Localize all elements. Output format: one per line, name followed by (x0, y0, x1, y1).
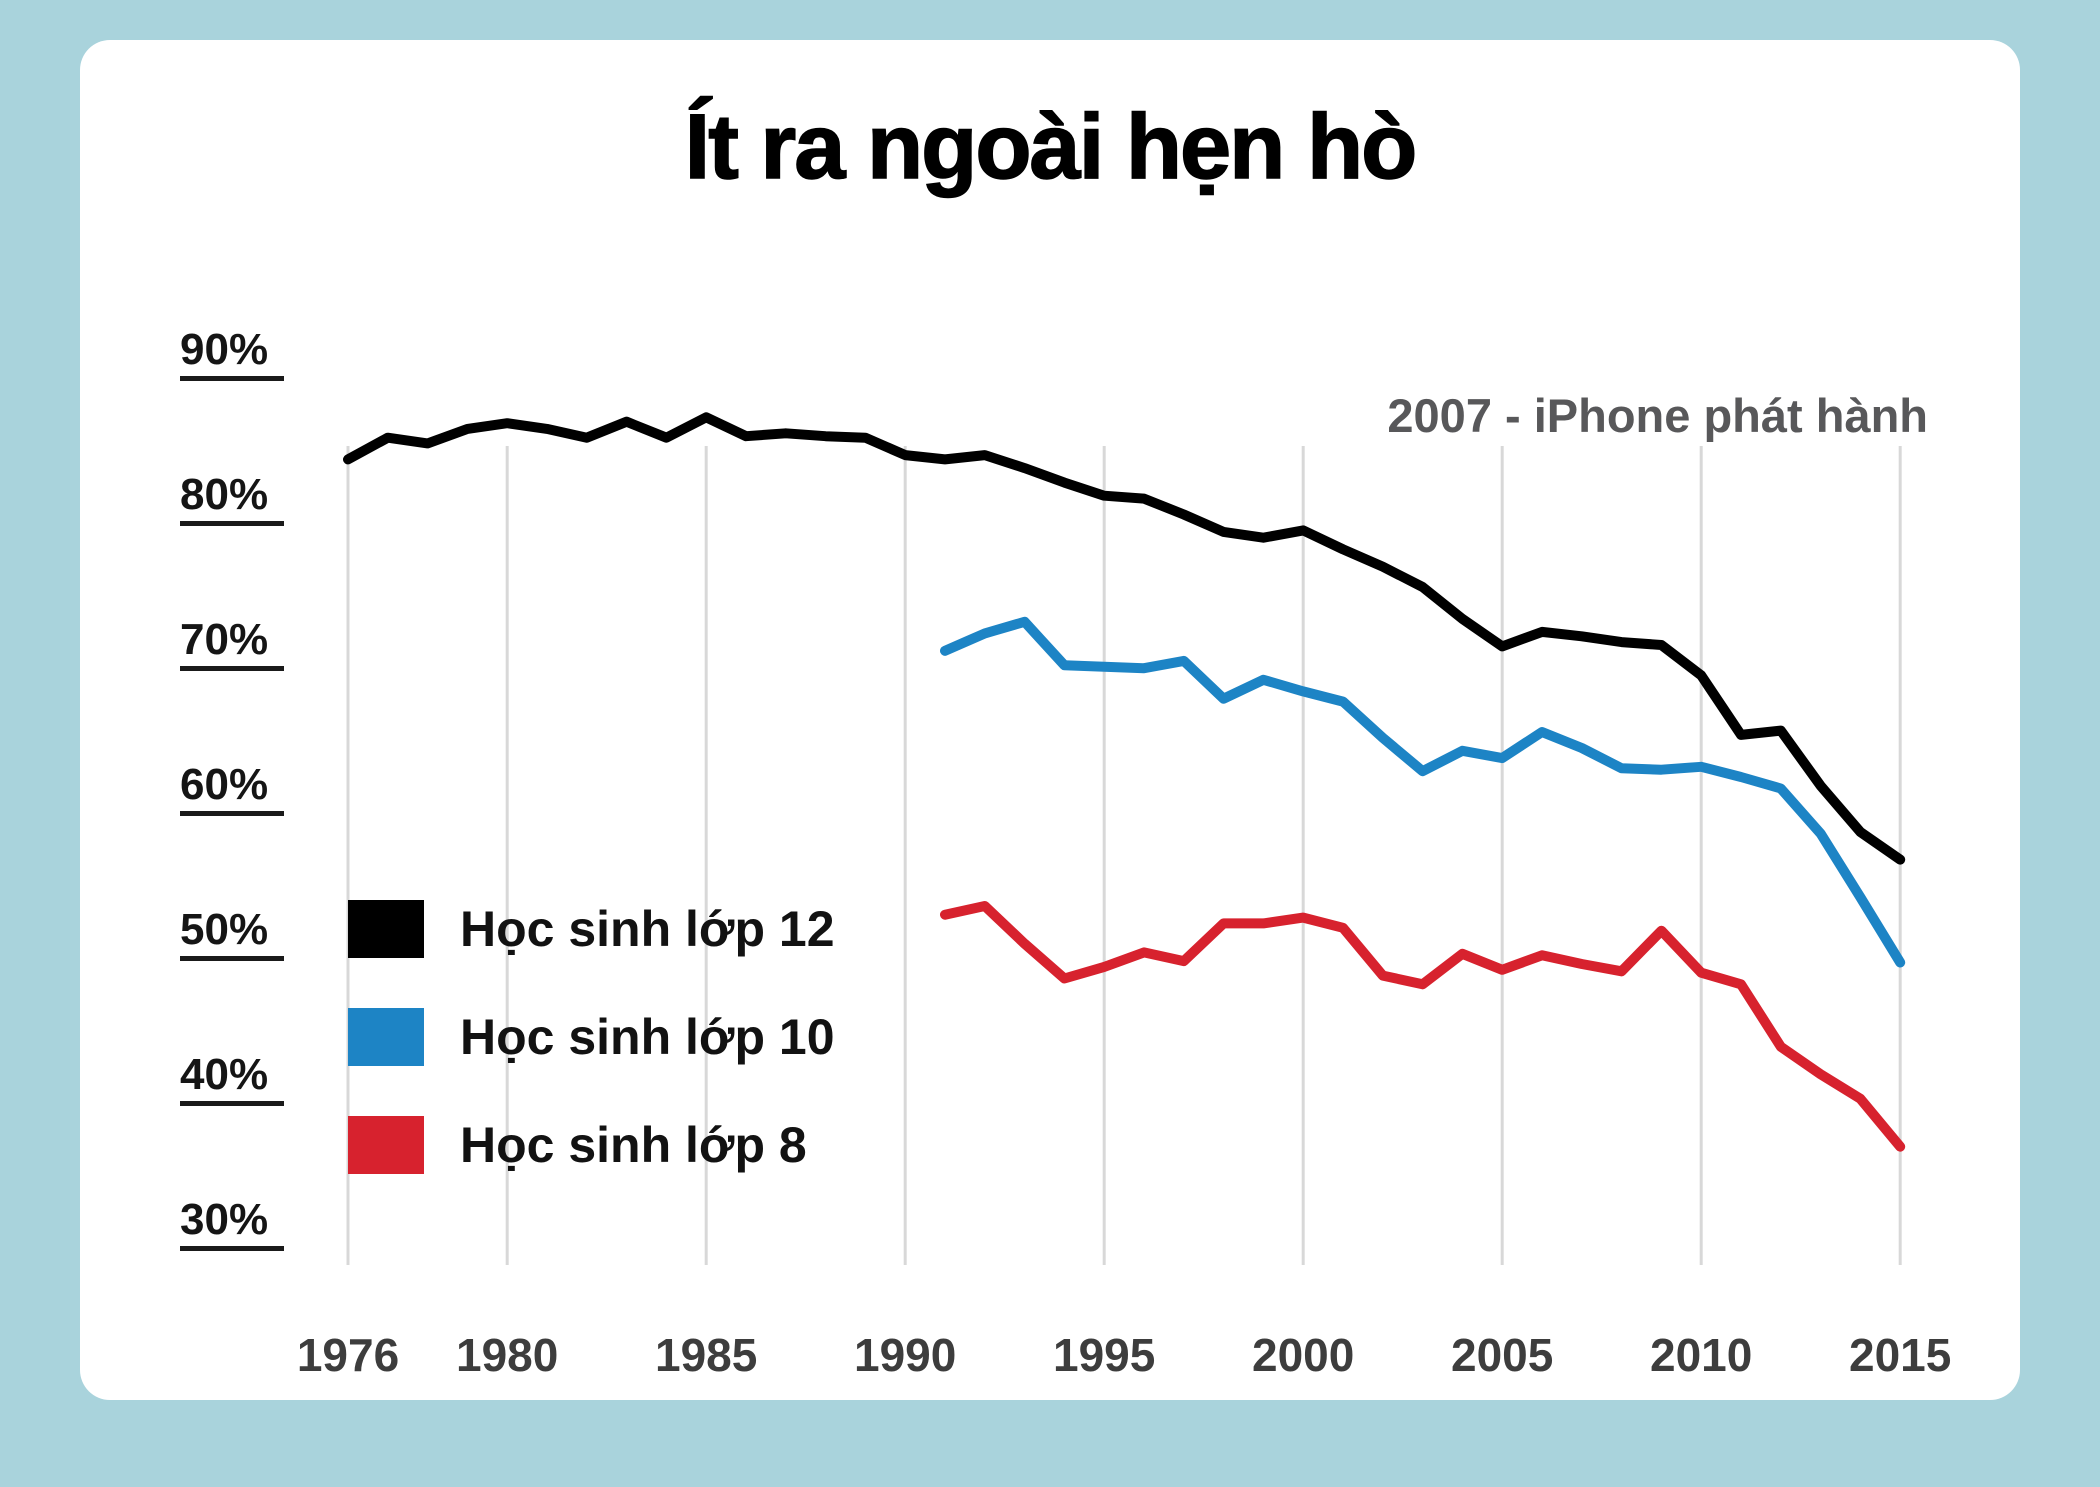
x-axis-label-2010: 2010 (1650, 1329, 1753, 1381)
series-line-lop-8 (940, 901, 1906, 1152)
y-axis-label-40%: 40% (180, 1053, 284, 1106)
legend-label-lop-10: Học sinh lớp 10 (460, 1009, 835, 1065)
x-axis-label-1976: 1976 (296, 1329, 400, 1381)
chart-area: 90% 80% 70% 60% 50% 40% 30% 1976 1980 1985 1990 19… (80, 200, 2020, 1400)
y-axis-label-50%: 50% (180, 908, 284, 961)
x-axis-label-1990: 1990 (854, 1329, 957, 1381)
legend-swatch-lop-12 (348, 900, 424, 958)
y-axis-label-60%: 60% (180, 763, 284, 816)
y-axis-label-90%: 90% (180, 328, 284, 381)
series-line-lop-12 (343, 412, 1906, 865)
y-axis-label-80%: 80% (180, 473, 284, 526)
legend-swatch-lop-8 (348, 1116, 424, 1174)
legend: Học sinh lớp 12 Học sinh lớp 10 Học sinh… (348, 900, 835, 1174)
x-axis-label-1995: 1995 (1053, 1329, 1156, 1381)
x-axis-label-1980: 1980 (456, 1329, 559, 1381)
legend-swatch-lop-10 (348, 1008, 424, 1066)
chart-canvas (343, 412, 1906, 1265)
y-axis-label-30%: 30% (180, 1198, 284, 1251)
x-axis-label-2000: 2000 (1252, 1329, 1355, 1381)
iphone-release-annotation: 2007 - iPhone phát hành (1387, 389, 1928, 442)
legend-label-lop-12: Học sinh lớp 12 (460, 901, 835, 957)
legend-item-lop-10: Học sinh lớp 10 (348, 1008, 835, 1066)
x-axis-label-1985: 1985 (655, 1329, 758, 1381)
legend-item-lop-8: Học sinh lớp 8 (348, 1116, 835, 1174)
legend-label-lop-8: Học sinh lớp 8 (460, 1117, 807, 1173)
y-axis-label-70%: 70% (180, 618, 284, 671)
infographic-card: Ít ra ngoài hẹn hò 90% 80% 70% 60% 50% 40% 30%… (80, 40, 2020, 1400)
chart-title: Ít ra ngoài hẹn hò (684, 95, 1418, 199)
x-axis-label-2015: 2015 (1849, 1329, 1952, 1381)
legend-item-lop-12: Học sinh lớp 12 (348, 900, 835, 958)
x-axis-label-2005: 2005 (1451, 1329, 1554, 1381)
series-line-lop-10 (940, 616, 1906, 968)
